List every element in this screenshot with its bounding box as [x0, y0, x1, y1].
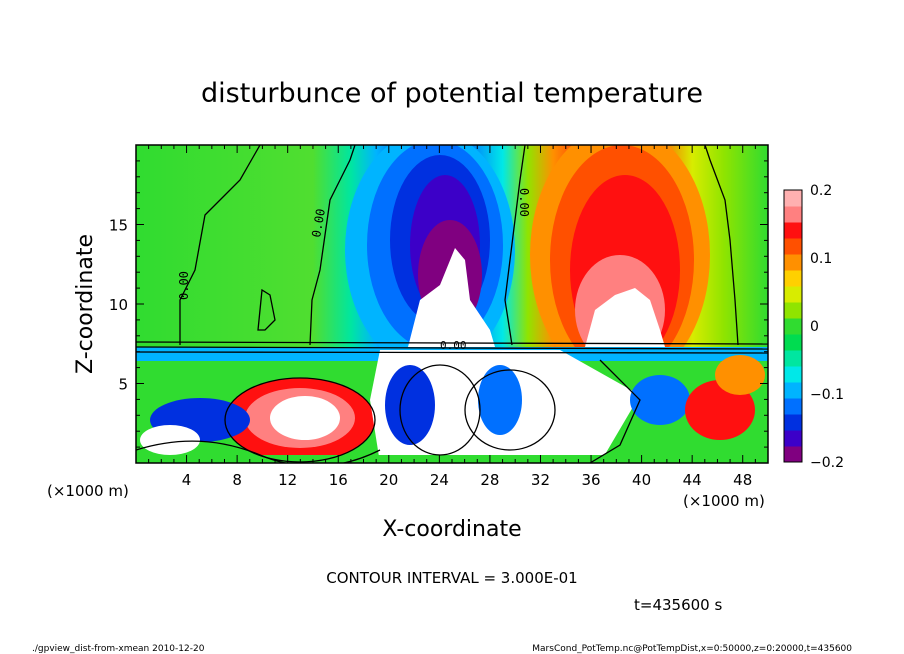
contour-label: 0.00: [517, 188, 531, 217]
contour-label: 0.00: [309, 208, 328, 239]
x-axis-label: X-coordinate: [382, 517, 521, 542]
footer-right: MarsCond_PotTemp.nc@PotTempDist,x=0:5000…: [532, 644, 852, 654]
colorbar-segment: [784, 414, 802, 431]
colorbar-segment: [784, 302, 802, 319]
colorbar-segment: [784, 398, 802, 415]
colorbar-tick-label: 0.1: [810, 251, 832, 267]
y-axis: 5 10 15: [109, 160, 768, 448]
x-tick-label: 12: [278, 471, 297, 489]
x-tick-label: 40: [632, 471, 651, 489]
colorbar-tick-label: 0: [810, 319, 819, 335]
x-tick-label: 24: [430, 471, 449, 489]
heatmap-field: [136, 145, 768, 463]
colorbar-segment: [784, 254, 802, 271]
colorbar-tick-label: −0.1: [810, 387, 844, 403]
x-tick-label: 32: [531, 471, 550, 489]
colorbar-segment: [784, 190, 802, 207]
x-tick-label: 4: [182, 471, 192, 489]
colorbar-segment: [784, 350, 802, 367]
y-axis-label: Z-coordinate: [73, 234, 98, 374]
x-tick-label: 8: [232, 471, 242, 489]
y-tick-label: 5: [118, 376, 128, 394]
colorbar-segment: [784, 446, 802, 463]
contour-interval: CONTOUR INTERVAL = 3.000E-01: [326, 569, 577, 587]
y-tick-label: 15: [109, 217, 128, 235]
x-unit-label-left: (×1000 m): [47, 482, 129, 500]
colorbar-frame: [783, 189, 803, 463]
colorbar-segment: [784, 270, 802, 287]
colorbar-segment: [784, 366, 802, 383]
colorbar-segment: [784, 238, 802, 255]
x-tick-label: 36: [581, 471, 600, 489]
colorbar: 0.2 0.1 0 −0.1 −0.2: [784, 183, 844, 471]
x-unit-label-right: (×1000 m): [683, 492, 765, 510]
y-tick-label: 10: [109, 296, 128, 314]
x-tick-label: 44: [683, 471, 702, 489]
colorbar-tick-label: −0.2: [810, 455, 844, 471]
time-label: t=435600 s: [634, 596, 722, 614]
x-tick-label: 28: [480, 471, 499, 489]
x-axis: 4 8 12 16 20 24 28 32 36 40 44 48: [148, 145, 756, 489]
x-tick-label: 48: [733, 471, 752, 489]
colorbar-segment: [784, 318, 802, 335]
colorbar-tick-label: 0.2: [810, 183, 832, 199]
colorbar-segment: [784, 334, 802, 351]
x-tick-label: 16: [329, 471, 348, 489]
colorbar-segment: [784, 206, 802, 223]
x-tick-label: 20: [379, 471, 398, 489]
colorbar-segment: [784, 222, 802, 239]
colorbar-segment: [784, 286, 802, 303]
contour-label: 0.00: [440, 339, 467, 352]
contour-label: 0.00: [177, 271, 191, 300]
colorbar-segment: [784, 382, 802, 399]
colorbar-segment: [784, 430, 802, 447]
chart-title: disturbunce of potential temperature: [201, 78, 703, 109]
footer-left: ./gpview_dist-from-xmean 2010-12-20: [32, 644, 205, 654]
